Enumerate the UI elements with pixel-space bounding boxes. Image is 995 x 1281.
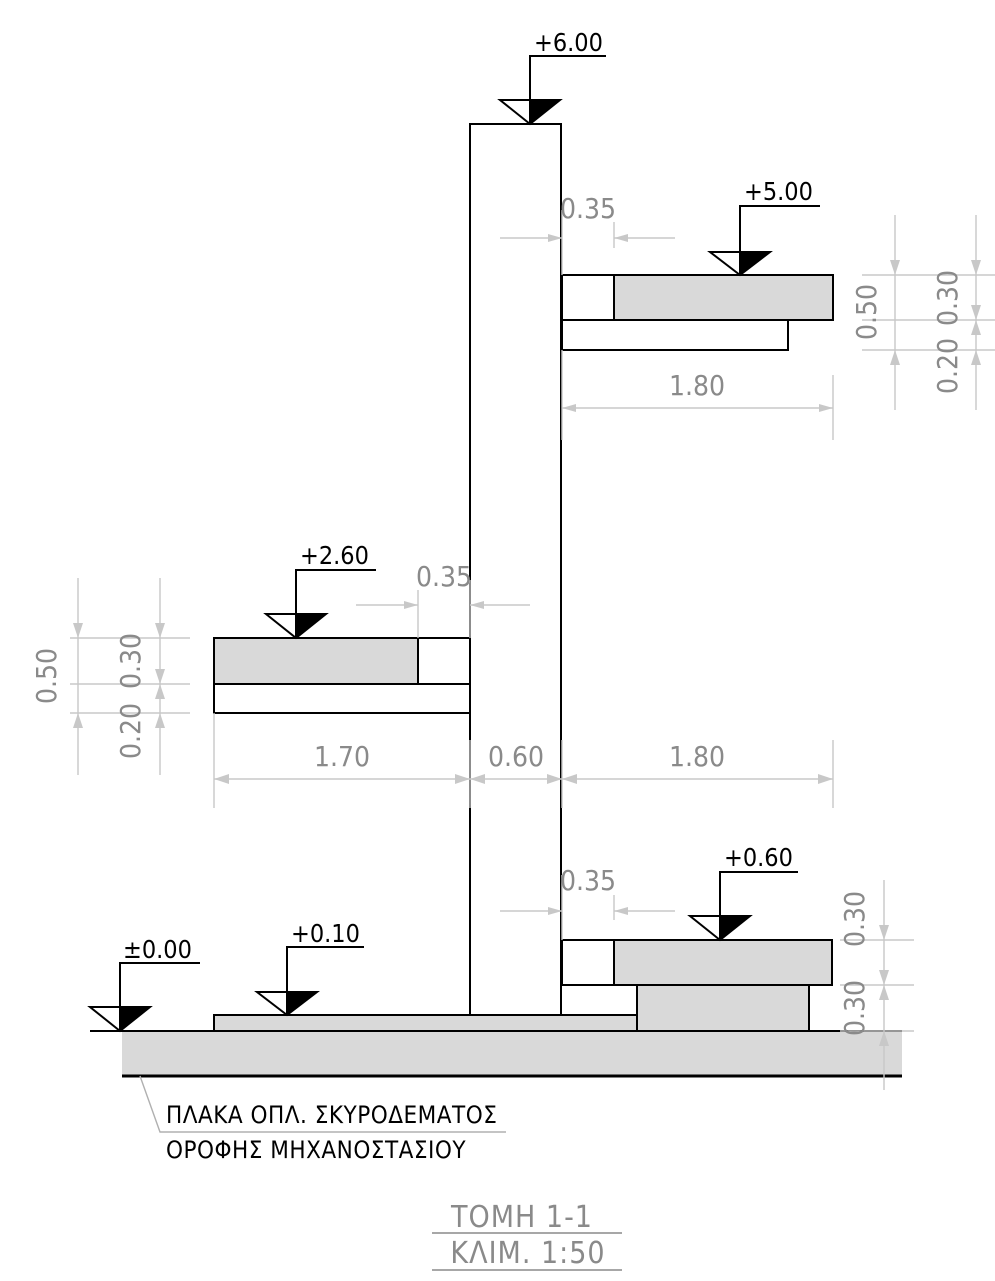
level-lower-slab: +0.60 — [724, 843, 793, 872]
middle-slab-lower — [213, 683, 471, 714]
dim-lower-top: 0.30 — [838, 891, 871, 947]
base-slab — [122, 1031, 902, 1076]
section-title: ΤΟΜΗ 1-1 ΚΛΙΜ. 1:50 — [432, 1200, 622, 1271]
dim-wall-width: 0.60 — [488, 740, 544, 773]
dim-lower-overhang: 0.35 — [560, 864, 616, 897]
level-marker-ground-fill — [120, 1007, 150, 1031]
level-top: +6.00 — [534, 28, 603, 57]
level-floor: +0.10 — [291, 919, 360, 948]
structure — [90, 123, 902, 1078]
title-section: ΤΟΜΗ 1-1 — [450, 1200, 593, 1235]
dim-middle-top: 0.30 — [114, 633, 147, 689]
dim-upper-top: 0.30 — [931, 270, 964, 326]
dim-middle-total: 0.50 — [30, 648, 63, 704]
dim-lower-bottom: 0.30 — [838, 980, 871, 1036]
level-markers: +6.00 +5.00 +2.60 +0.60 +0.10 ±0.00 — [87, 28, 820, 1033]
upper-slab-gray — [613, 274, 834, 321]
level-middle-slab: +2.60 — [300, 541, 369, 570]
lower-slab-gray — [613, 939, 833, 986]
dimensions: 0.35 1.80 0.50 0.30 0.20 0.35 — [30, 192, 995, 1090]
level-ground: ±0.00 — [123, 935, 192, 964]
wall — [469, 123, 562, 1016]
lower-slab-white — [561, 939, 615, 986]
dim-upper-total: 0.50 — [850, 284, 883, 340]
level-marker-middle-fill — [296, 614, 326, 638]
upper-slab-white — [561, 274, 615, 321]
level-upper-slab: +5.00 — [744, 177, 813, 206]
title-scale: ΚΛΙΜ. 1:50 — [450, 1236, 605, 1271]
level-marker-lower-fill — [720, 916, 750, 940]
dim-left-width: 1.70 — [314, 740, 370, 773]
dim-middle-overhang: 0.35 — [416, 560, 472, 593]
level-marker-upper-fill — [740, 252, 770, 275]
level-marker-floor-fill — [287, 992, 317, 1015]
note-line-1: ΠΛΑΚΑ ΟΠΛ. ΣΚΥΡΟΔΕΜΑΤΟΣ — [166, 1101, 497, 1129]
dim-middle-bottom: 0.20 — [114, 703, 147, 759]
lower-pedestal — [636, 984, 810, 1032]
upper-slab-lower — [561, 319, 789, 351]
dim-upper-overhang: 0.35 — [560, 192, 616, 225]
note-line-2: ΟΡΟΦΗΣ ΜΗΧΑΝΟΣΤΑΣΙΟΥ — [166, 1136, 466, 1164]
dim-upper-bottom: 0.20 — [931, 338, 964, 394]
floor-screed — [213, 1014, 639, 1032]
middle-slab-gray — [213, 637, 419, 685]
middle-slab-white — [417, 637, 471, 685]
level-marker-top-fill — [530, 100, 560, 124]
dim-right-width: 1.80 — [669, 740, 725, 773]
dim-upper-width: 1.80 — [669, 369, 725, 402]
slab-note: ΠΛΑΚΑ ΟΠΛ. ΣΚΥΡΟΔΕΜΑΤΟΣ ΟΡΟΦΗΣ ΜΗΧΑΝΟΣΤΑ… — [139, 1075, 506, 1164]
